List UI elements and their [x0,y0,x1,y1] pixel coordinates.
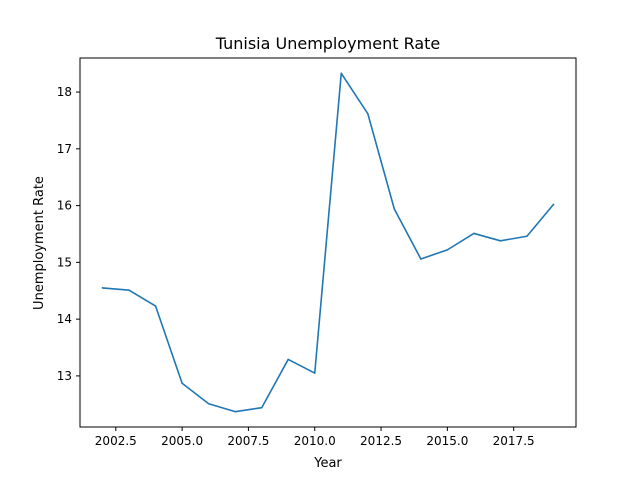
x-tick-label: 2015.0 [426,434,468,448]
x-tick-label: 2007.5 [227,434,269,448]
data-point [446,249,449,251]
plot-area [101,72,555,413]
data-point [340,72,343,75]
chart-title: Tunisia Unemployment Rate [215,34,441,53]
data-point [473,232,475,235]
y-axis: 13 14 15 16 17 18 [57,85,80,383]
x-tick-label: 2010.0 [294,434,336,448]
data-point [234,410,236,413]
y-tick-label: 16 [57,199,72,213]
x-tick-label: 2012.5 [360,434,402,448]
y-tick-label: 14 [57,312,72,326]
data-point [260,406,263,409]
data-point [287,358,290,361]
data-point [313,372,316,374]
x-axis: 2002.5 2005.0 2007.5 2010.0 2012.5 2015.0 2017… [95,427,535,448]
x-tick-label: 2017.5 [493,434,535,448]
y-tick-label: 17 [57,142,72,156]
data-point [128,289,130,291]
x-tick-label: 2005.0 [161,434,203,448]
data-point [526,235,528,238]
data-point [366,112,369,115]
plot-frame [79,57,577,428]
data-point [393,208,396,210]
y-tick-label: 15 [57,255,72,269]
data-point [207,402,210,405]
series-line [101,72,555,413]
x-axis-label: Year [313,456,342,471]
data-point [420,258,422,260]
y-axis-label: Unemployment Rate [32,176,47,310]
data-point [101,287,104,289]
y-tick-label: 18 [57,85,72,99]
y-tick-label: 13 [57,369,72,383]
data-point [154,305,157,307]
data-point [181,382,183,385]
data-point [552,203,555,206]
data-point [499,239,502,242]
x-tick-label: 2002.5 [95,434,137,448]
